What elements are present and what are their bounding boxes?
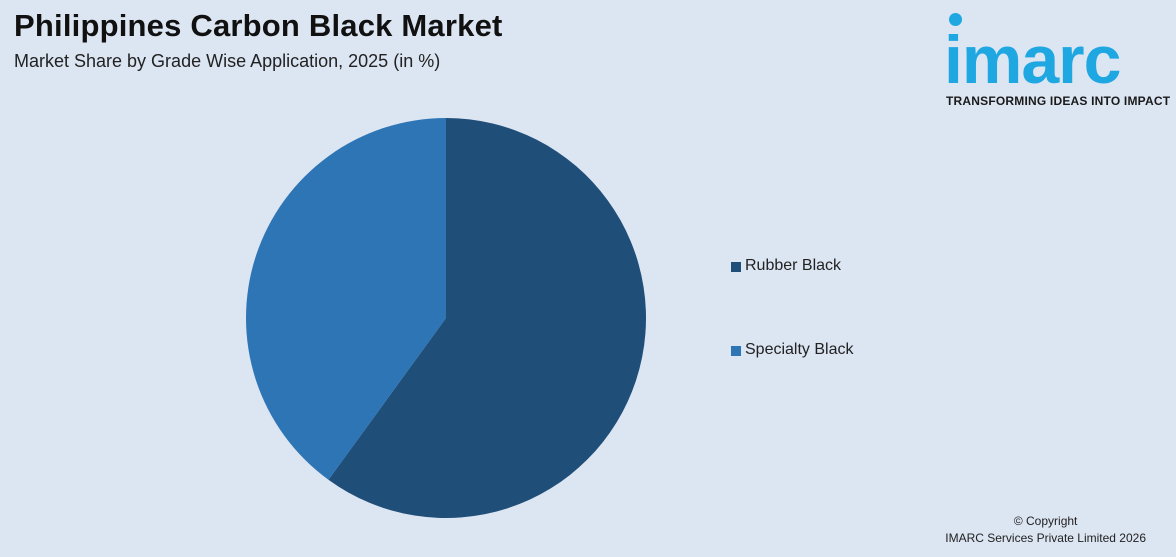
logo-dot-icon <box>949 13 962 26</box>
footer: © Copyright IMARC Services Private Limit… <box>945 513 1146 547</box>
chart-subtitle: Market Share by Grade Wise Application, … <box>14 51 441 71</box>
legend-swatch <box>731 346 741 356</box>
legend-label: Rubber Black <box>745 257 842 274</box>
logo-tagline: TRANSFORMING IDEAS INTO IMPACT <box>946 94 1171 108</box>
imarc-logo: imarc TRANSFORMING IDEAS INTO IMPACT <box>944 10 1171 110</box>
copyright-text: © Copyright <box>1013 514 1078 528</box>
legend-label: Specialty Black <box>745 341 854 358</box>
company-text: IMARC Services Private Limited 2026 <box>945 531 1146 545</box>
chart-title: Philippines Carbon Black Market <box>14 8 503 43</box>
logo-wordmark: imarc <box>944 22 1121 98</box>
pie-slices <box>246 117 647 518</box>
pie-slice-rubber-black <box>328 118 647 518</box>
pie-slice-specialty-black <box>246 117 446 480</box>
legend-swatch <box>731 262 741 272</box>
